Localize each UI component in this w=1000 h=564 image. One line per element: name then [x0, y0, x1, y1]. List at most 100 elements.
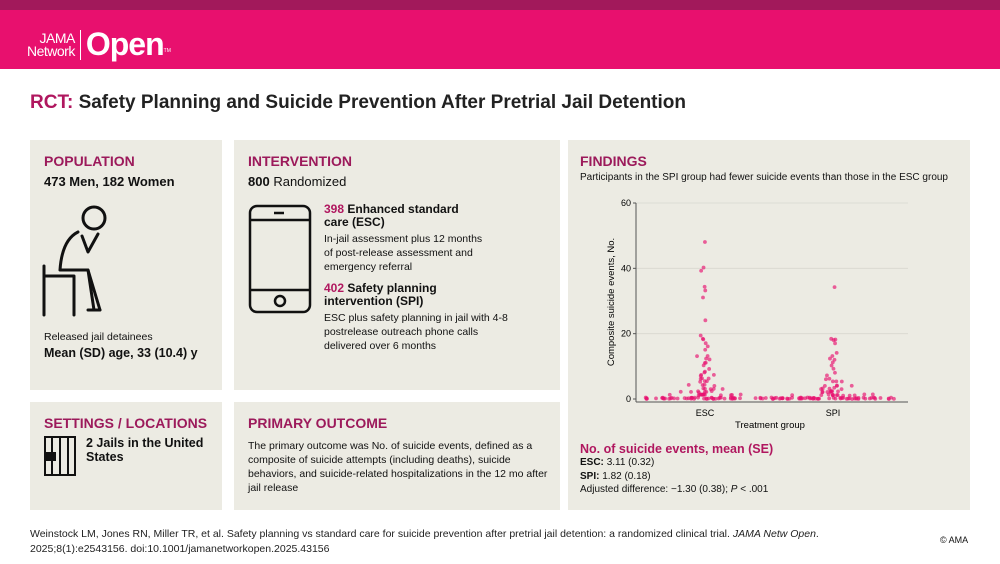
- data-point-esc: [675, 396, 680, 401]
- settings-text: 2 Jails in the United States: [86, 436, 204, 464]
- randomized-count: 800: [248, 174, 270, 189]
- data-point-spi: [809, 396, 814, 401]
- esc-name: Enhanced standard care (ESC): [324, 202, 459, 229]
- intervention-heading: INTERVENTION: [248, 153, 352, 169]
- data-point-esc: [711, 372, 716, 377]
- esc-description: In-jail assessment plus 12 months of pos…: [324, 233, 483, 273]
- data-point-esc: [763, 396, 768, 400]
- population-description: Released jail detainees: [44, 331, 153, 343]
- data-point-spi: [826, 392, 831, 397]
- outcome-panel: PRIMARY OUTCOME The primary outcome was …: [234, 402, 560, 510]
- jama-network-open-logo: JAMA Network Open TM: [27, 26, 171, 63]
- randomized-label: Randomized: [273, 174, 347, 189]
- esc-count: 398: [324, 202, 345, 216]
- population-count: 473 Men, 182 Women: [44, 174, 175, 189]
- data-point-esc: [698, 379, 703, 384]
- data-point-esc: [698, 333, 703, 338]
- x-tick-esc: ESC: [696, 408, 715, 418]
- header-stripe: [0, 0, 1000, 10]
- data-point-esc: [711, 396, 716, 401]
- data-point-spi: [834, 393, 839, 398]
- data-point-esc: [703, 318, 708, 323]
- title-text: Safety Planning and Suicide Prevention A…: [78, 92, 686, 113]
- data-point-spi: [836, 389, 840, 394]
- data-point-esc: [702, 382, 707, 387]
- data-point-spi: [849, 383, 854, 388]
- data-point-esc: [703, 288, 708, 293]
- data-point-esc: [760, 396, 765, 401]
- data-point-spi: [869, 395, 874, 400]
- summary-heading: No. of suicide events, mean (SE): [580, 442, 774, 456]
- data-point-esc: [738, 392, 743, 397]
- data-point-esc: [712, 383, 717, 388]
- data-point-spi: [862, 392, 867, 397]
- settings-panel: SETTINGS / LOCATIONS 2 Jails in the Unit…: [30, 402, 222, 510]
- spi-mean-label: SPI:: [580, 470, 600, 482]
- data-point-esc: [704, 389, 709, 394]
- y-tick-label: 40: [621, 263, 631, 273]
- spi-description: ESC plus safety planning in jail with 4-…: [324, 312, 508, 352]
- jail-cell-icon: [44, 436, 76, 476]
- title-prefix: RCT:: [30, 92, 74, 113]
- data-point-spi: [824, 377, 828, 382]
- data-point-spi: [787, 396, 792, 401]
- data-point-esc: [686, 382, 691, 387]
- data-point-esc: [701, 363, 706, 368]
- data-point-spi: [847, 393, 852, 398]
- page-title: RCT: Safety Planning and Suicide Prevent…: [30, 92, 686, 114]
- logo-network: Network: [27, 42, 75, 59]
- data-point-spi: [820, 389, 825, 394]
- spi-name: Safety planning intervention (SPI): [324, 281, 437, 308]
- data-point-spi: [833, 341, 837, 346]
- data-point-esc: [682, 396, 687, 401]
- data-point-esc: [720, 387, 725, 391]
- settings-heading: SETTINGS / LOCATIONS: [44, 415, 208, 431]
- data-point-esc: [709, 389, 714, 393]
- data-point-spi: [892, 396, 896, 401]
- data-point-spi: [833, 337, 838, 342]
- logo-jama: JAMA: [39, 29, 76, 46]
- data-point-spi: [831, 366, 836, 371]
- data-point-spi: [870, 392, 875, 397]
- data-point-esc: [696, 395, 700, 400]
- data-point-spi: [833, 370, 837, 375]
- data-point-spi: [839, 379, 844, 384]
- smartphone-icon: [248, 204, 312, 314]
- person-seated-head-in-hand-icon: [42, 205, 107, 317]
- data-point-esc: [703, 341, 708, 346]
- data-point-spi: [819, 393, 824, 398]
- citation: Weinstock LM, Jones RN, Miller TR, et al…: [30, 527, 910, 557]
- data-point-esc: [738, 396, 742, 401]
- data-point-spi: [774, 395, 779, 400]
- data-point-esc: [697, 392, 702, 397]
- citation-details: . 2025;8(1):e2543156. doi:10.1001/jamane…: [30, 528, 819, 555]
- data-point-esc: [701, 337, 706, 342]
- data-point-esc: [702, 392, 706, 397]
- data-point-spi: [778, 396, 783, 400]
- citation-journal: JAMA Netw Open: [732, 528, 816, 540]
- spi-mean-value: 1.82 (0.18): [602, 470, 651, 482]
- copyright: © AMA: [940, 535, 969, 545]
- p-label: P: [730, 484, 738, 495]
- data-point-esc: [700, 376, 704, 381]
- y-tick-label: 60: [621, 198, 631, 208]
- data-point-spi: [825, 373, 829, 378]
- data-point-spi: [830, 354, 835, 358]
- data-point-esc: [689, 395, 694, 400]
- data-point-spi: [844, 396, 849, 401]
- data-point-spi: [822, 383, 827, 388]
- data-point-esc: [707, 367, 712, 371]
- data-point-spi: [830, 393, 835, 397]
- data-point-esc: [667, 392, 672, 397]
- spi-count: 402: [324, 281, 345, 295]
- data-point-spi: [839, 387, 844, 392]
- data-point-esc: [702, 379, 707, 384]
- adjusted-difference: Adjusted difference: −1.30 (0.38);: [580, 484, 731, 495]
- data-point-esc: [660, 395, 665, 400]
- data-point-spi: [878, 396, 883, 400]
- data-point-spi: [830, 379, 835, 384]
- y-axis-label: Composite suicide events, No.: [606, 238, 617, 366]
- data-point-spi: [854, 396, 859, 401]
- data-point-esc: [702, 370, 707, 375]
- data-point-spi: [829, 363, 834, 368]
